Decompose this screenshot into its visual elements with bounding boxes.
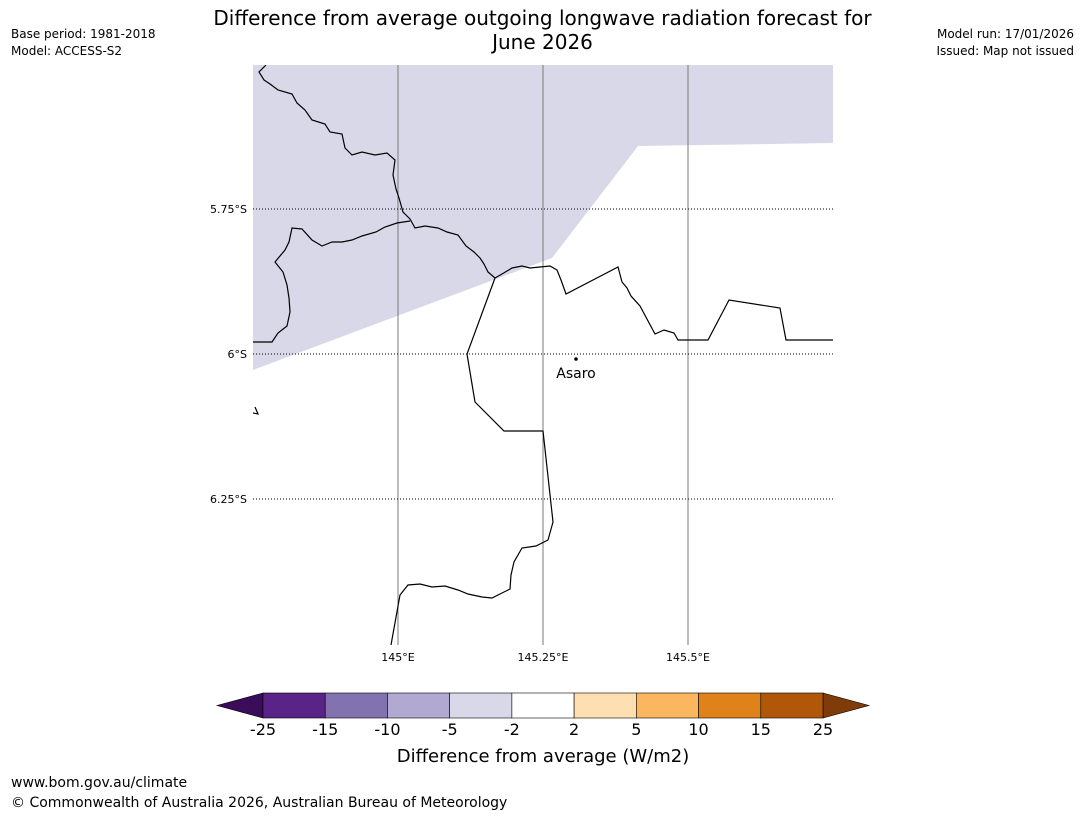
district-boundary (258, 65, 833, 341)
colorbar-tick-label: -15 (312, 720, 338, 739)
model-run: Model run: 17/01/2026 (936, 27, 1074, 41)
footer-url: www.bom.gov.au/climate (11, 775, 188, 791)
lat-label: 6.25°S (210, 493, 247, 506)
colorbar-tick-label: -5 (442, 720, 458, 739)
colorbar-segments (262, 692, 824, 719)
colorbar-tick-label: -10 (374, 720, 400, 739)
base-period: Base period: 1981-2018 (11, 27, 156, 41)
district-boundary (253, 406, 260, 415)
colorbar-segment (511, 692, 575, 719)
colorbar-tick-label: 25 (813, 720, 833, 739)
footer-copyright: © Commonwealth of Australia 2026, Austra… (11, 795, 508, 811)
colorbar-over-arrow (822, 692, 871, 719)
colorbar-segment (573, 692, 637, 719)
colorbar-segment (449, 692, 513, 719)
meta-left: Base period: 1981-2018 Model: ACCESS-S2 (11, 26, 156, 60)
lat-label: 5.75°S (210, 203, 247, 216)
colorbar-segment (262, 692, 326, 719)
issued-status: Issued: Map not issued (936, 44, 1074, 58)
colorbar-ticks: -25 -15 -10 -5 -2 2 5 10 15 25 (250, 720, 833, 739)
colorbar-segment (324, 692, 388, 719)
colorbar-segment (698, 692, 762, 719)
lat-label: 6°S (228, 348, 247, 361)
town-marker-icon (574, 357, 578, 361)
colorbar-tick-label: 5 (631, 720, 641, 739)
town-label: Asaro (556, 366, 595, 382)
district-boundary (253, 220, 411, 343)
meta-right: Model run: 17/01/2026 Issued: Map not is… (936, 26, 1074, 60)
title-line-1: Difference from average outgoing longwav… (213, 6, 872, 30)
title-line-2: June 2026 (492, 30, 593, 54)
model-name: Model: ACCESS-S2 (11, 44, 123, 58)
colorbar-tick-label: 2 (569, 720, 579, 739)
colorbar-tick-label: -25 (250, 720, 276, 739)
colorbar-segment (387, 692, 450, 719)
map-area (253, 65, 833, 645)
colorbar-under-arrow (215, 692, 264, 719)
lon-label: 145.5°E (666, 651, 710, 664)
colorbar-tick-label: -2 (504, 720, 520, 739)
colorbar: -25 -15 -10 -5 -2 2 5 10 15 25 Difference from av… (215, 692, 871, 767)
colorbar-tick-label: 15 (751, 720, 771, 739)
map-title: Difference from average outgoing longwav… (150, 6, 935, 54)
lon-label: 145.25°E (518, 651, 569, 664)
lon-label: 145°E (381, 651, 414, 664)
colorbar-segment (636, 692, 699, 719)
colorbar-label: Difference from average (W/m2) (397, 746, 689, 767)
colorbar-tick-label: 10 (688, 720, 708, 739)
colorbar-segment (760, 692, 824, 719)
district-boundary (390, 277, 554, 645)
